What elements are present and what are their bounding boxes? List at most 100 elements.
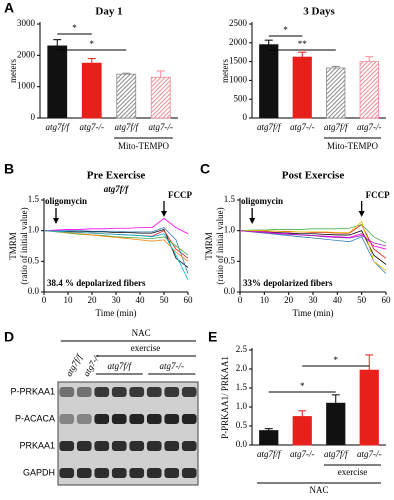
blot-band bbox=[146, 414, 162, 424]
annotation: FCCP bbox=[366, 190, 390, 200]
blot-band bbox=[146, 468, 162, 478]
bar bbox=[359, 61, 379, 119]
panel-letter: E bbox=[208, 329, 217, 345]
group-label: exercise bbox=[338, 467, 367, 477]
y-tick-label: 0.0 bbox=[224, 286, 236, 296]
blot-band bbox=[76, 414, 92, 424]
blot-band bbox=[111, 387, 127, 397]
x-tick-label: atg7f/f bbox=[324, 122, 349, 132]
blot-band bbox=[129, 387, 145, 397]
bar bbox=[292, 56, 312, 119]
y-tick-label: 1000 bbox=[229, 74, 248, 84]
trace bbox=[43, 230, 189, 262]
y-tick-label: 2000 bbox=[229, 37, 248, 47]
blot-band bbox=[129, 414, 145, 424]
x-tick-label: atg7f/f bbox=[324, 449, 349, 459]
blot-band bbox=[111, 414, 127, 424]
row-label: P-ACACA bbox=[15, 413, 55, 423]
x-tick-label: atg7f/f bbox=[114, 122, 139, 132]
y-axis-label: (ratio of initial value) bbox=[19, 207, 29, 284]
blot-band bbox=[76, 468, 92, 478]
x-tick-label: atg7-/- bbox=[149, 122, 174, 132]
blot-band bbox=[146, 441, 162, 451]
y-tick-label: 1000 bbox=[17, 81, 36, 91]
y-tick-label: 2500 bbox=[229, 18, 248, 28]
row-label: P-PRKAA1 bbox=[10, 386, 55, 396]
arrow-head bbox=[161, 211, 167, 217]
y-tick-label: 1.5 bbox=[236, 382, 248, 392]
blot-band bbox=[59, 414, 75, 424]
x-tick-label: atg7-/- bbox=[80, 122, 105, 132]
trace bbox=[43, 230, 189, 256]
arrow-head bbox=[358, 211, 365, 217]
y-tick-label: 1.5 bbox=[28, 194, 40, 204]
x-tick-label: 40 bbox=[333, 295, 343, 305]
y-axis-label: meters bbox=[8, 59, 18, 83]
x-tick-label: 50 bbox=[357, 295, 367, 305]
x-tick-label: atg7-/- bbox=[357, 122, 382, 132]
bar bbox=[326, 402, 346, 446]
panel-letter: D bbox=[4, 329, 14, 345]
x-tick-label: atg7-/- bbox=[357, 449, 382, 459]
annotation: FCCP bbox=[168, 190, 192, 200]
blot-band bbox=[129, 468, 145, 478]
y-axis-label: TMRM bbox=[204, 232, 214, 260]
x-tick-label: 30 bbox=[309, 295, 319, 305]
blot-band bbox=[181, 441, 197, 451]
y-axis-label: meters bbox=[220, 59, 230, 83]
annotation: 38.4 % depolarized fibers bbox=[47, 278, 146, 288]
significance-label: ** bbox=[298, 39, 308, 49]
y-tick-label: 1.0 bbox=[28, 225, 40, 235]
x-tick-label: 20 bbox=[284, 295, 294, 305]
blot-band bbox=[94, 441, 110, 451]
blot-band bbox=[181, 387, 197, 397]
y-tick-label: 1.5 bbox=[224, 194, 236, 204]
blot-band bbox=[76, 441, 92, 451]
y-tick-label: 0.0 bbox=[28, 286, 40, 296]
bar bbox=[116, 73, 137, 119]
y-tick-label: 0 bbox=[31, 112, 36, 122]
y-tick-label: 3000 bbox=[17, 18, 36, 28]
y-tick-label: 0.5 bbox=[236, 420, 248, 430]
panel-letter: C bbox=[200, 161, 210, 177]
chart-subtitle: atg7f/f bbox=[104, 184, 129, 194]
bar bbox=[259, 430, 279, 446]
y-tick-label: 2.5 bbox=[236, 344, 248, 354]
blot-band bbox=[146, 387, 162, 397]
bar bbox=[150, 76, 171, 119]
x-tick-label: 20 bbox=[88, 295, 98, 305]
annotation: 33% depolarized fibers bbox=[243, 278, 333, 288]
significance-label: * bbox=[300, 381, 305, 391]
blot-band bbox=[111, 441, 127, 451]
blot-band bbox=[111, 468, 127, 478]
y-tick-label: 1.0 bbox=[224, 225, 236, 235]
trace bbox=[239, 230, 387, 247]
bar bbox=[81, 62, 102, 119]
x-axis-label: Time (min) bbox=[96, 308, 137, 318]
annotation: oligomycin bbox=[45, 196, 87, 206]
y-axis-label: (ratio of initial value) bbox=[215, 207, 225, 284]
blot-band bbox=[59, 468, 75, 478]
y-tick-label: 2.0 bbox=[236, 363, 248, 373]
group-label: Mito-TEMPO bbox=[327, 141, 379, 151]
blot-label: exercise bbox=[131, 343, 160, 353]
x-tick-label: atg7-/- bbox=[290, 122, 315, 132]
y-tick-label: 0 bbox=[243, 112, 248, 122]
bar bbox=[47, 45, 68, 119]
x-tick-label: 40 bbox=[136, 295, 146, 305]
y-tick-label: 1.0 bbox=[236, 401, 248, 411]
y-axis-label: P-PRKAA1/ PRKAA1 bbox=[220, 356, 230, 439]
trace bbox=[240, 220, 387, 271]
x-tick-label: atg7f/f bbox=[257, 449, 282, 459]
x-tick-label: 0 bbox=[42, 295, 47, 305]
x-tick-label: 60 bbox=[184, 295, 194, 305]
row-label: PRKAA1 bbox=[19, 440, 55, 450]
blot-band bbox=[164, 387, 180, 397]
group-label: NAC bbox=[309, 485, 328, 495]
x-tick-label: atg7f/f bbox=[45, 122, 70, 132]
trace bbox=[239, 230, 387, 274]
y-tick-label: 0.5 bbox=[224, 255, 236, 265]
blot-band bbox=[94, 387, 110, 397]
trace bbox=[44, 228, 189, 268]
